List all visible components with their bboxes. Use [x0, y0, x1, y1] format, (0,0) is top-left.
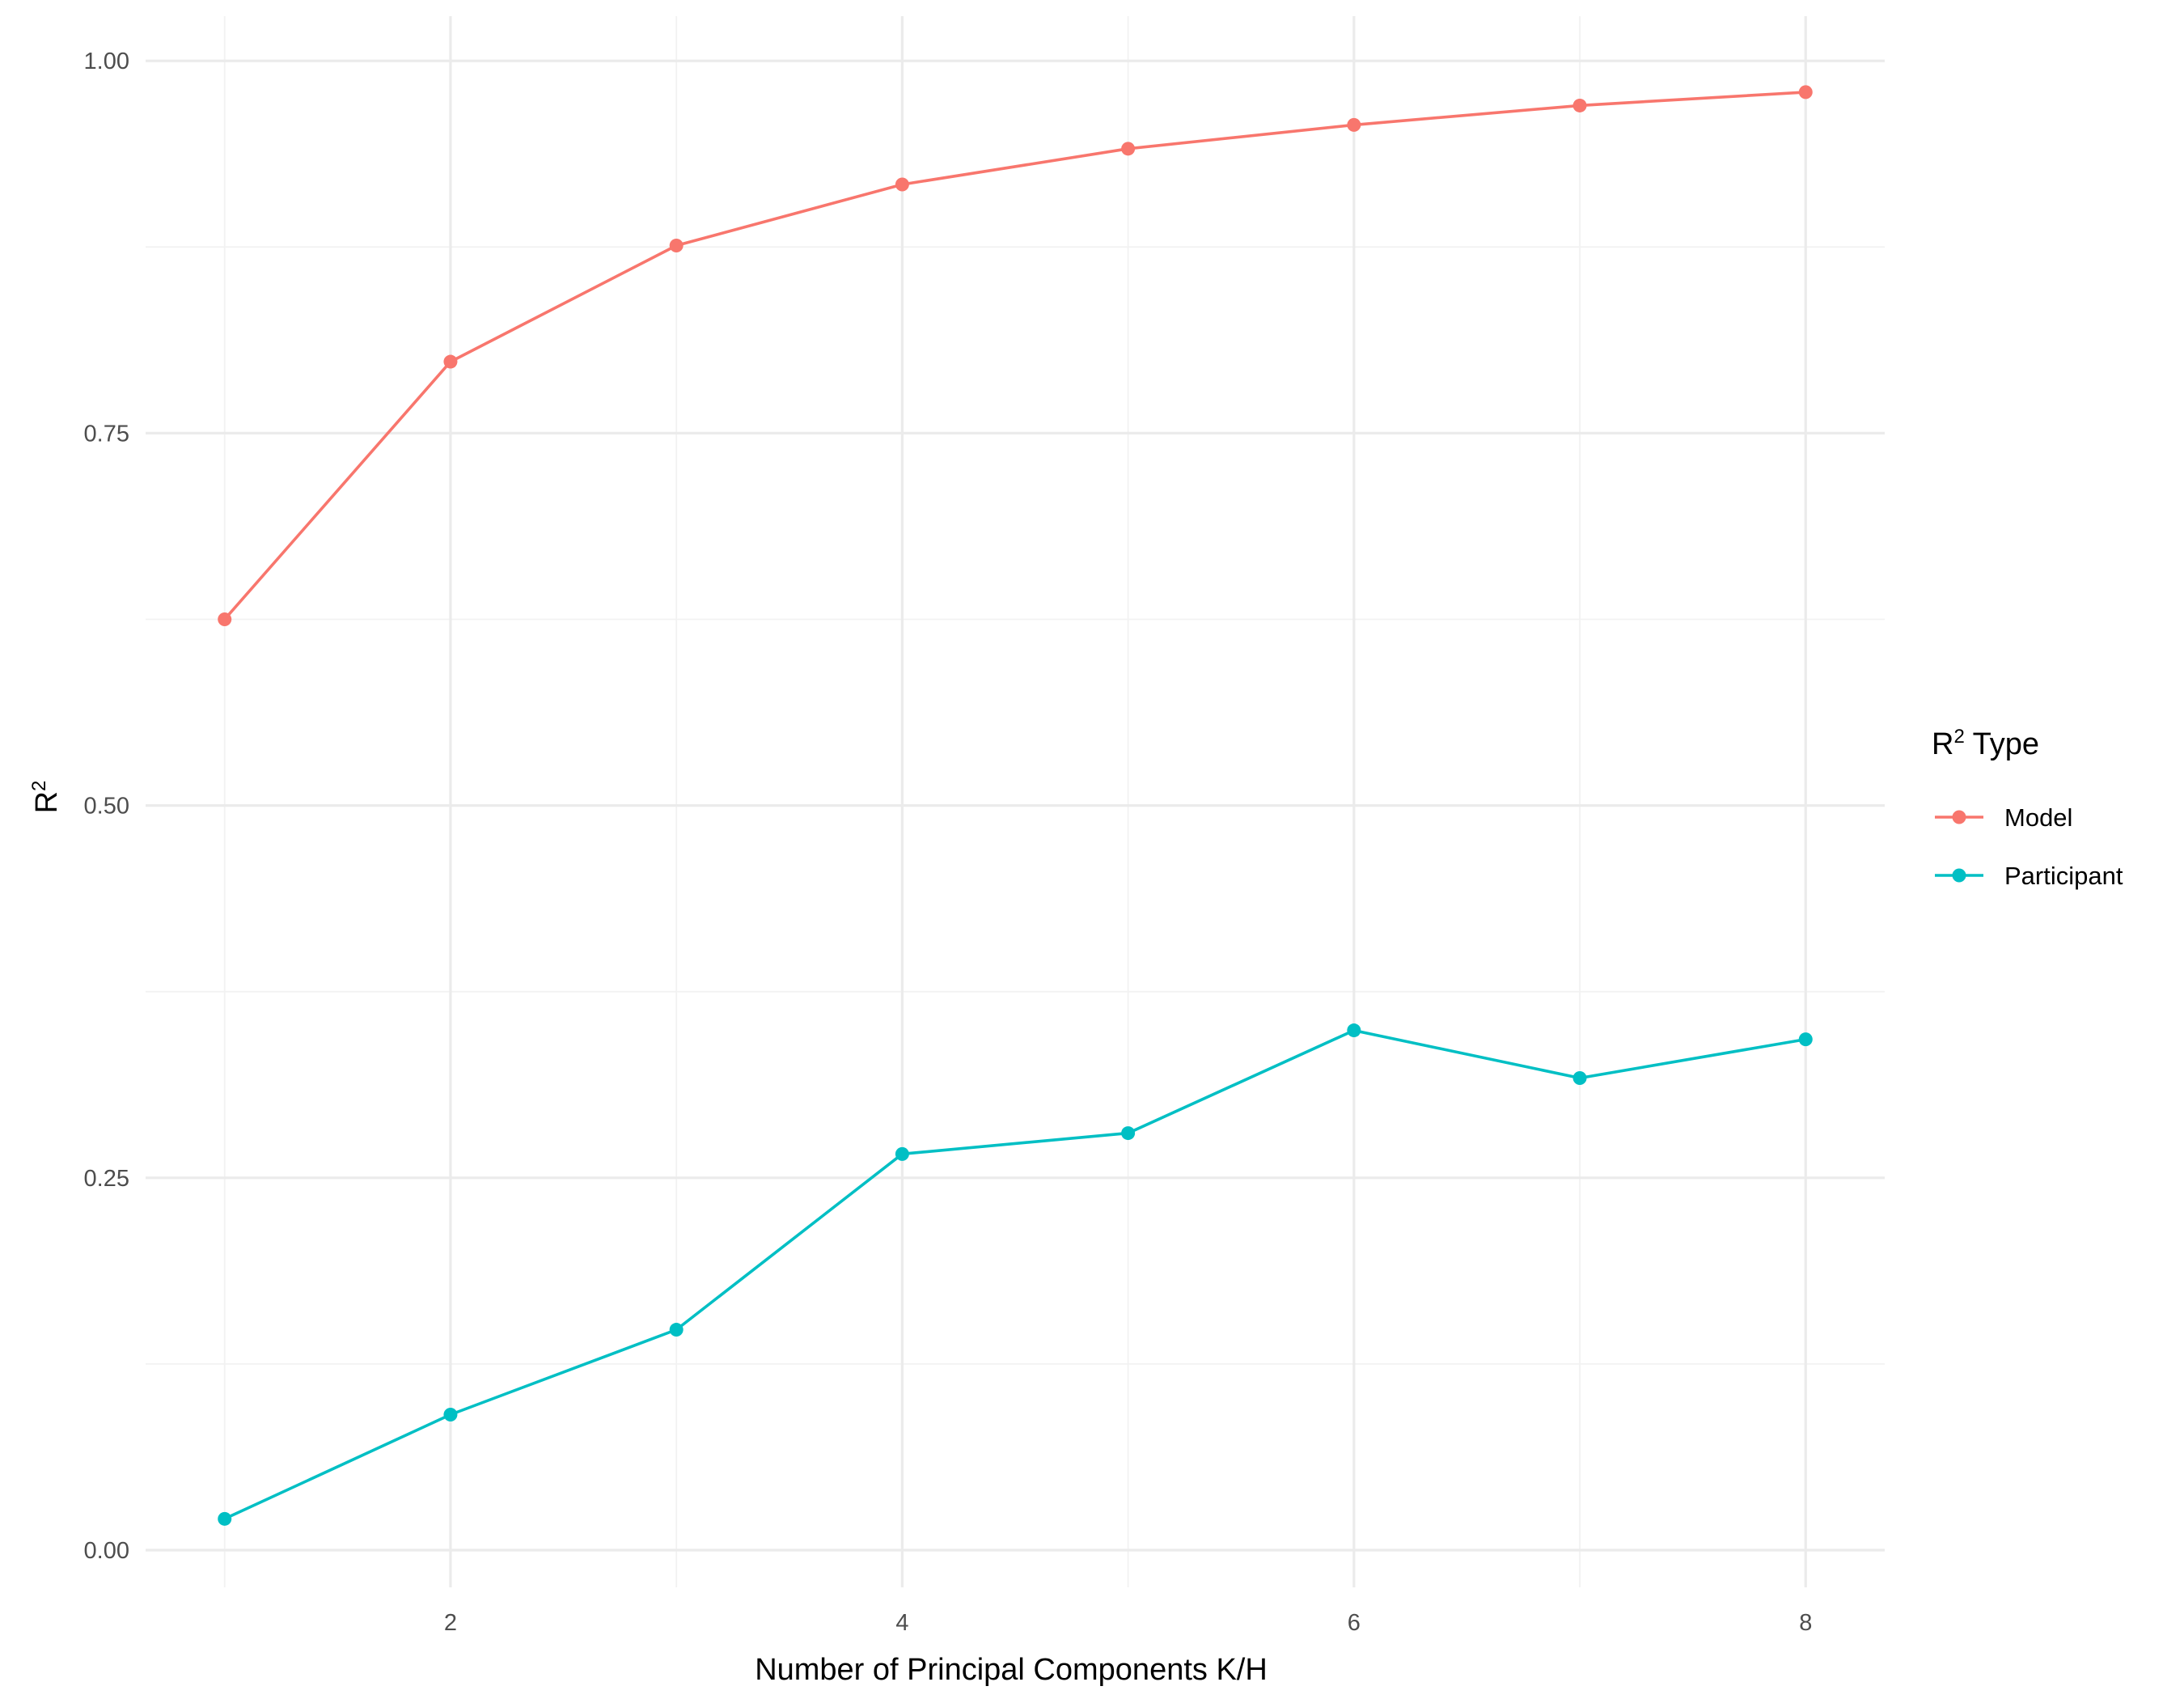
- x-axis-title: Number of Principal Components K/H: [755, 1653, 1268, 1687]
- legend-key-point: [1953, 811, 1966, 824]
- legend-item-model: Model: [1935, 803, 2072, 832]
- y-tick-label: 0.00: [84, 1538, 129, 1564]
- participant-data-point: [1799, 1032, 1813, 1046]
- x-tick-label: 6: [1348, 1610, 1361, 1636]
- axes: 2 4 6 8 0.00 0.25 0.50 0.75 1.00: [84, 49, 1813, 1636]
- model-data-point: [1121, 142, 1135, 155]
- legend-title: R2 Type: [1932, 726, 2039, 761]
- y-tick-label: 1.00: [84, 49, 129, 74]
- x-tick-label: 8: [1799, 1610, 1812, 1636]
- participant-data-point: [443, 1408, 457, 1421]
- model-data-point: [1799, 85, 1813, 99]
- x-tick-label: 2: [444, 1610, 457, 1636]
- model-data-point: [1573, 99, 1587, 112]
- y-axis-title: R2: [28, 781, 64, 814]
- legend: R2 Type Model Participant: [1932, 726, 2123, 890]
- model-data-point: [218, 612, 231, 626]
- participant-data-point: [670, 1323, 684, 1337]
- participant-data-point: [1347, 1023, 1361, 1037]
- participant-data-point: [218, 1512, 231, 1526]
- model-data-point: [670, 239, 684, 252]
- y-tick-label: 0.50: [84, 794, 129, 820]
- legend-label: Participant: [2004, 862, 2123, 890]
- model-data-point: [895, 178, 909, 192]
- y-tick-label: 0.75: [84, 421, 129, 447]
- model-data-point: [443, 355, 457, 369]
- y-tick-label: 0.25: [84, 1166, 129, 1192]
- participant-series-line: [225, 1031, 1806, 1519]
- model-series-line: [225, 92, 1806, 620]
- x-tick-label: 4: [895, 1610, 908, 1636]
- legend-key-point: [1953, 869, 1966, 883]
- r2-line-chart: 2 4 6 8 0.00 0.25 0.50 0.75 1.00 Number of Princ…: [0, 0, 2184, 1699]
- model-data-point: [1347, 118, 1361, 132]
- participant-data-point: [1573, 1071, 1587, 1085]
- participant-data-point: [1121, 1126, 1135, 1140]
- grid: [146, 16, 1885, 1587]
- legend-label: Model: [2004, 803, 2072, 832]
- participant-data-point: [895, 1147, 909, 1161]
- legend-item-participant: Participant: [1935, 862, 2123, 890]
